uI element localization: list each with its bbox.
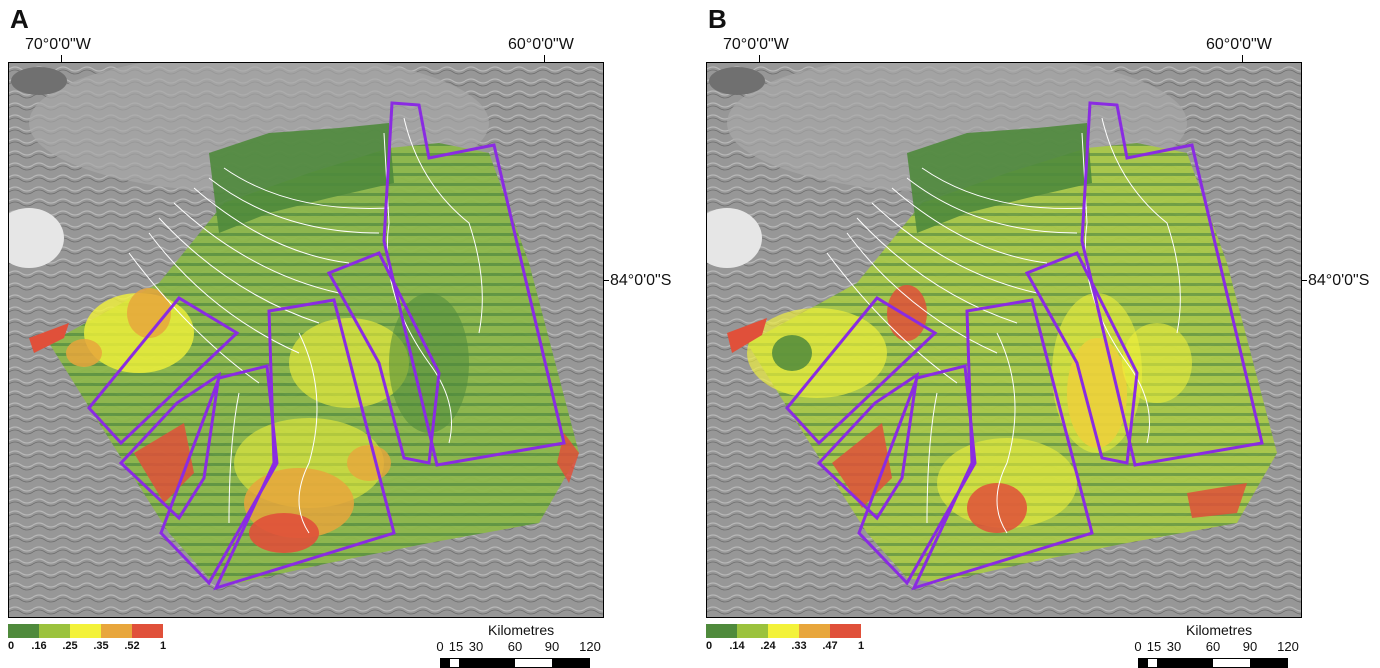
latitude-label: 84°0'0"S [1308,272,1370,289]
scale-label: 120 [579,639,601,654]
legend-tick-label: 0 [7,640,15,652]
legend-swatch [70,624,101,638]
latitude-tick [1300,280,1307,281]
legend-swatch [768,624,799,638]
value-patch-orange [127,288,171,338]
panel-letter: A [10,4,29,34]
longitude-tick [544,55,545,63]
legend-tick-label: .25 [62,640,78,652]
map-image [9,63,603,617]
legend-swatch [737,624,768,638]
legend-swatch [830,624,861,638]
value-patch-yellow [747,308,887,398]
legend-swatch [706,624,737,638]
legend-tick-label: .47 [822,640,838,652]
longitude-label-left: 70°0'0"W [723,36,789,53]
survey-lines-north [907,123,1092,233]
value-patch-orange [66,339,102,367]
longitude-label-left: 70°0'0"W [25,36,91,53]
legend-swatch [8,624,39,638]
dark-feature [11,67,67,95]
legend-swatch [39,624,70,638]
value-patch-red [727,318,767,353]
legend-tick-label: 1 [857,640,865,652]
legend-tick-label: 1 [159,640,167,652]
scale-label: 120 [1277,639,1299,654]
legend-tick-label: .33 [791,640,807,652]
legend-tick-label: .16 [31,640,47,652]
value-patch-red [557,433,579,483]
dark-feature [709,67,765,95]
value-patch-red [1187,483,1247,518]
value-patch-green [772,335,812,371]
scale-label: 90 [1242,639,1258,654]
latitude-tick [602,280,609,281]
longitude-tick [759,55,760,63]
legend-swatch [101,624,132,638]
scale-label: 60 [507,639,523,654]
legend-tick-label: .35 [93,640,109,652]
value-patch-orange [347,445,391,481]
panel-a: A 70°0'0"W 60°0'0"W 84°0'0"S [0,0,690,668]
legend-swatch [132,624,163,638]
value-patch-red [887,285,927,341]
value-patch-red [29,323,69,353]
legend-tick-label: .14 [729,640,745,652]
bright-nunatak [9,208,64,268]
scale-label: 0 [1134,639,1142,654]
value-patch-red [249,513,319,553]
legend-tick-label: .52 [124,640,140,652]
color-legend: 0 .14 .24 .33 .47 1 [706,624,866,654]
legend-swatch [799,624,830,638]
map-frame [8,62,604,618]
legend-tick-label: 0 [705,640,713,652]
scale-title: Kilometres [488,622,555,638]
panel-b: B 70°0'0"W 60°0'0"W 84°0'0"S [698,0,1380,668]
value-patch-yellow [1052,293,1142,453]
panel-letter: B [708,4,727,34]
longitude-label-right: 60°0'0"W [508,36,574,53]
region-outlines [785,101,1264,591]
scale-title: Kilometres [1186,622,1253,638]
legend-tick-label: .24 [760,640,776,652]
longitude-label-right: 60°0'0"W [1206,36,1272,53]
map-frame [706,62,1302,618]
scale-label: 15 [1146,639,1162,654]
longitude-tick [61,55,62,63]
scale-label: 90 [544,639,560,654]
survey-lines-north [209,123,394,233]
map-image [707,63,1301,617]
bright-nunatak [707,208,762,268]
scale-label: 30 [1166,639,1182,654]
scale-label: 0 [436,639,444,654]
scale-label: 15 [448,639,464,654]
region-outlines [87,101,566,591]
scale-label: 30 [468,639,484,654]
scale-label: 60 [1205,639,1221,654]
latitude-label: 84°0'0"S [610,272,672,289]
color-legend: 0 .16 .25 .35 .52 1 [8,624,168,654]
longitude-tick [1242,55,1243,63]
